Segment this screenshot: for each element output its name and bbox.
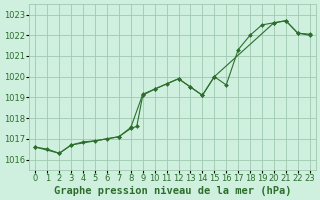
X-axis label: Graphe pression niveau de la mer (hPa): Graphe pression niveau de la mer (hPa) — [54, 186, 291, 196]
